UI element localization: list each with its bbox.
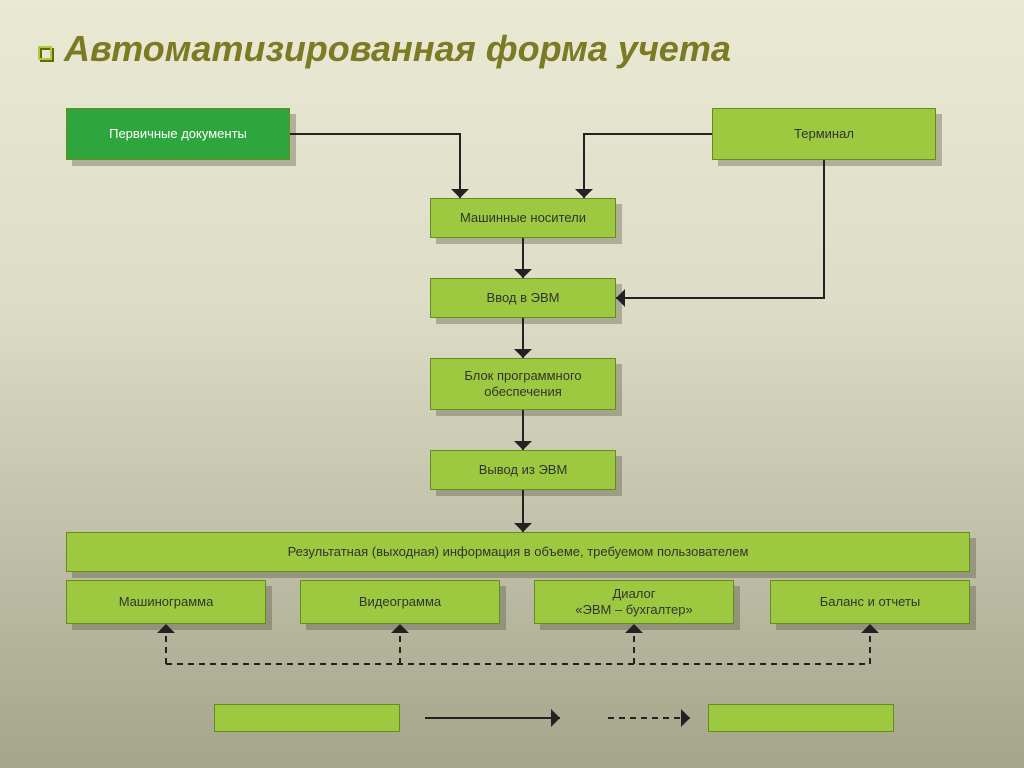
flow-node-label: Видеограмма	[359, 594, 441, 610]
flow-node-output: Вывод из ЭВМ	[430, 450, 616, 490]
flow-node-label: Сверка записей	[753, 710, 849, 726]
flow-node-legend2: Сверка записей	[708, 704, 894, 732]
flow-node-legend1: Текущие записи	[214, 704, 400, 732]
flow-node-label: Первичные документы	[109, 126, 247, 142]
flow-node-terminal: Терминал	[712, 108, 936, 160]
title-bullet-icon	[38, 46, 52, 60]
flow-node-label: Машинограмма	[119, 594, 214, 610]
flow-node-r3: Диалог«ЭВМ – бухгалтер»	[534, 580, 734, 624]
flow-node-label: Машинные носители	[460, 210, 586, 226]
flow-node-result: Результатная (выходная) информация в объ…	[66, 532, 970, 572]
flow-node-label: Результатная (выходная) информация в объ…	[288, 544, 749, 560]
flow-node-label: Терминал	[794, 126, 854, 142]
flow-node-primary: Первичные документы	[66, 108, 290, 160]
flow-node-label: Вывод из ЭВМ	[479, 462, 568, 478]
flow-node-media: Машинные носители	[430, 198, 616, 238]
flow-node-label: Баланс и отчеты	[820, 594, 921, 610]
flow-node-r2: Видеограмма	[300, 580, 500, 624]
flow-node-input: Ввод в ЭВМ	[430, 278, 616, 318]
flow-node-label: Блок программногообеспечения	[464, 368, 581, 401]
flow-node-software: Блок программногообеспечения	[430, 358, 616, 410]
flow-node-r4: Баланс и отчеты	[770, 580, 970, 624]
flow-node-label: Текущие записи	[259, 710, 356, 726]
flow-node-r1: Машинограмма	[66, 580, 266, 624]
flow-node-label: Ввод в ЭВМ	[487, 290, 560, 306]
flow-node-label: Диалог«ЭВМ – бухгалтер»	[575, 586, 692, 619]
page-title: Автоматизированная форма учета	[64, 28, 731, 70]
